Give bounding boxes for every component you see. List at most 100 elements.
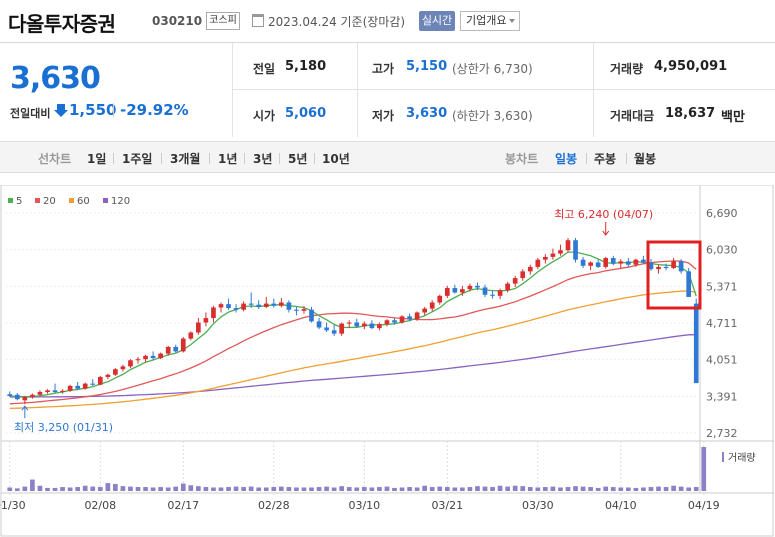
volume-bar <box>414 487 420 491</box>
volume-bar <box>558 487 563 491</box>
ma5-line <box>9 251 697 398</box>
volume-bar <box>346 487 352 491</box>
volume-bar <box>37 485 43 491</box>
candle-body <box>543 256 548 260</box>
volume-bar <box>256 487 262 491</box>
candle-body <box>180 338 186 352</box>
legend-label-ma20: 20 <box>43 196 56 207</box>
candle-body <box>663 266 669 269</box>
period-1d-button[interactable]: 1일 <box>87 152 107 166</box>
volume-bar <box>633 487 639 491</box>
candle-body <box>595 262 601 267</box>
volume-bar <box>663 487 669 491</box>
volume-bar <box>361 487 367 491</box>
volume-bar <box>241 487 246 491</box>
candle-body <box>324 327 329 331</box>
legend-label-ma120: 120 <box>111 196 130 207</box>
volume-bar <box>150 487 156 491</box>
legend-swatch-ma5 <box>8 198 13 203</box>
period-10y-button[interactable]: 10년 <box>322 152 350 166</box>
candle-body <box>120 366 126 370</box>
volume-bar <box>180 483 186 491</box>
low-cell: 저가 3,630 (하한가 3,630) <box>372 90 592 137</box>
candle-monthly-button[interactable]: 월봉 <box>634 152 657 166</box>
candle-body <box>331 330 337 334</box>
candle-body <box>520 271 526 279</box>
volume-bar <box>52 487 58 491</box>
period-1y-button[interactable]: 1년 <box>218 152 238 166</box>
volume-bar <box>22 486 28 491</box>
x-tick-label: 02/28 <box>258 499 290 512</box>
y-tick-label: 5,371 <box>706 280 738 293</box>
candle-body <box>286 302 292 310</box>
stats-row-2: 시가 5,060 저가 3,630 (하한가 3,630) 거래대금 18,63… <box>233 90 775 137</box>
stock-code: 030210 <box>152 14 203 28</box>
volume-bar <box>218 487 224 491</box>
period-sep <box>244 153 245 164</box>
candle-body <box>414 312 420 320</box>
volume-bar <box>656 486 661 491</box>
period-3y-button[interactable]: 3년 <box>253 152 273 166</box>
current-price: 3,630 <box>10 61 101 96</box>
volume-bar <box>693 487 699 491</box>
volume-bar <box>226 487 231 491</box>
period-3m-button[interactable]: 3개월 <box>170 152 201 166</box>
volume-bar <box>165 487 171 491</box>
candle-body <box>535 259 541 267</box>
change-percent: -29.92% <box>120 101 189 119</box>
candle-body <box>618 261 624 264</box>
period-1w-button[interactable]: 1주일 <box>122 152 153 166</box>
candle-body <box>248 303 254 305</box>
candle-body <box>173 346 179 352</box>
volume-bar <box>113 483 118 491</box>
candle-body <box>233 308 239 310</box>
candle-body <box>52 390 58 392</box>
y-tick-label: 6,030 <box>706 244 738 257</box>
company-overview-button[interactable]: 기업개요 <box>460 11 520 31</box>
candle-body <box>294 309 299 311</box>
realtime-button[interactable]: 실시간 <box>419 11 455 31</box>
volume-bar <box>625 487 631 491</box>
amount-label: 거래대금 <box>610 109 655 123</box>
volume-bar <box>82 485 88 491</box>
candle-body <box>603 258 609 267</box>
candle-body <box>369 323 375 329</box>
candle-body <box>135 359 141 361</box>
volume-bar <box>671 485 676 491</box>
candle-body <box>686 271 692 297</box>
volume-bar <box>120 486 126 491</box>
volume-bar <box>7 487 13 491</box>
volume-bar <box>233 486 239 491</box>
y-tick-label: 4,711 <box>706 317 738 330</box>
low-label: 저가 <box>372 109 395 123</box>
candle-body <box>693 303 699 384</box>
volume-bar <box>203 487 209 491</box>
volume-bar <box>211 487 216 491</box>
volume-bar <box>543 487 548 491</box>
candle-daily-button[interactable]: 일봉 <box>555 152 578 166</box>
x-tick-label: 02/17 <box>167 499 199 512</box>
volume-bar <box>482 486 488 491</box>
change-divider <box>113 103 114 117</box>
volume-bar <box>263 487 269 491</box>
candle-body <box>14 394 20 400</box>
low-value: 3,630 <box>406 106 448 121</box>
y-tick-label: 4,051 <box>706 354 738 367</box>
period-sep <box>161 153 162 164</box>
amount-unit: 백만 <box>721 110 745 125</box>
volume-bar <box>467 487 473 491</box>
period-5y-button[interactable]: 5년 <box>288 152 308 166</box>
base-date: 2023.04.24 기준(장마감) <box>268 15 406 29</box>
candle-body <box>128 360 133 367</box>
volume-bar <box>271 487 277 491</box>
candle-body <box>497 290 503 296</box>
x-tick-label: 03/10 <box>348 499 380 512</box>
volume-bar <box>30 479 35 491</box>
candle-body <box>384 320 390 325</box>
volume-bar <box>505 486 510 491</box>
y-tick-label: 3,391 <box>706 390 738 403</box>
candle-body <box>263 303 269 307</box>
candle-weekly-button[interactable]: 주봉 <box>594 152 617 166</box>
candle-body <box>399 316 405 323</box>
candle-body <box>656 266 661 270</box>
